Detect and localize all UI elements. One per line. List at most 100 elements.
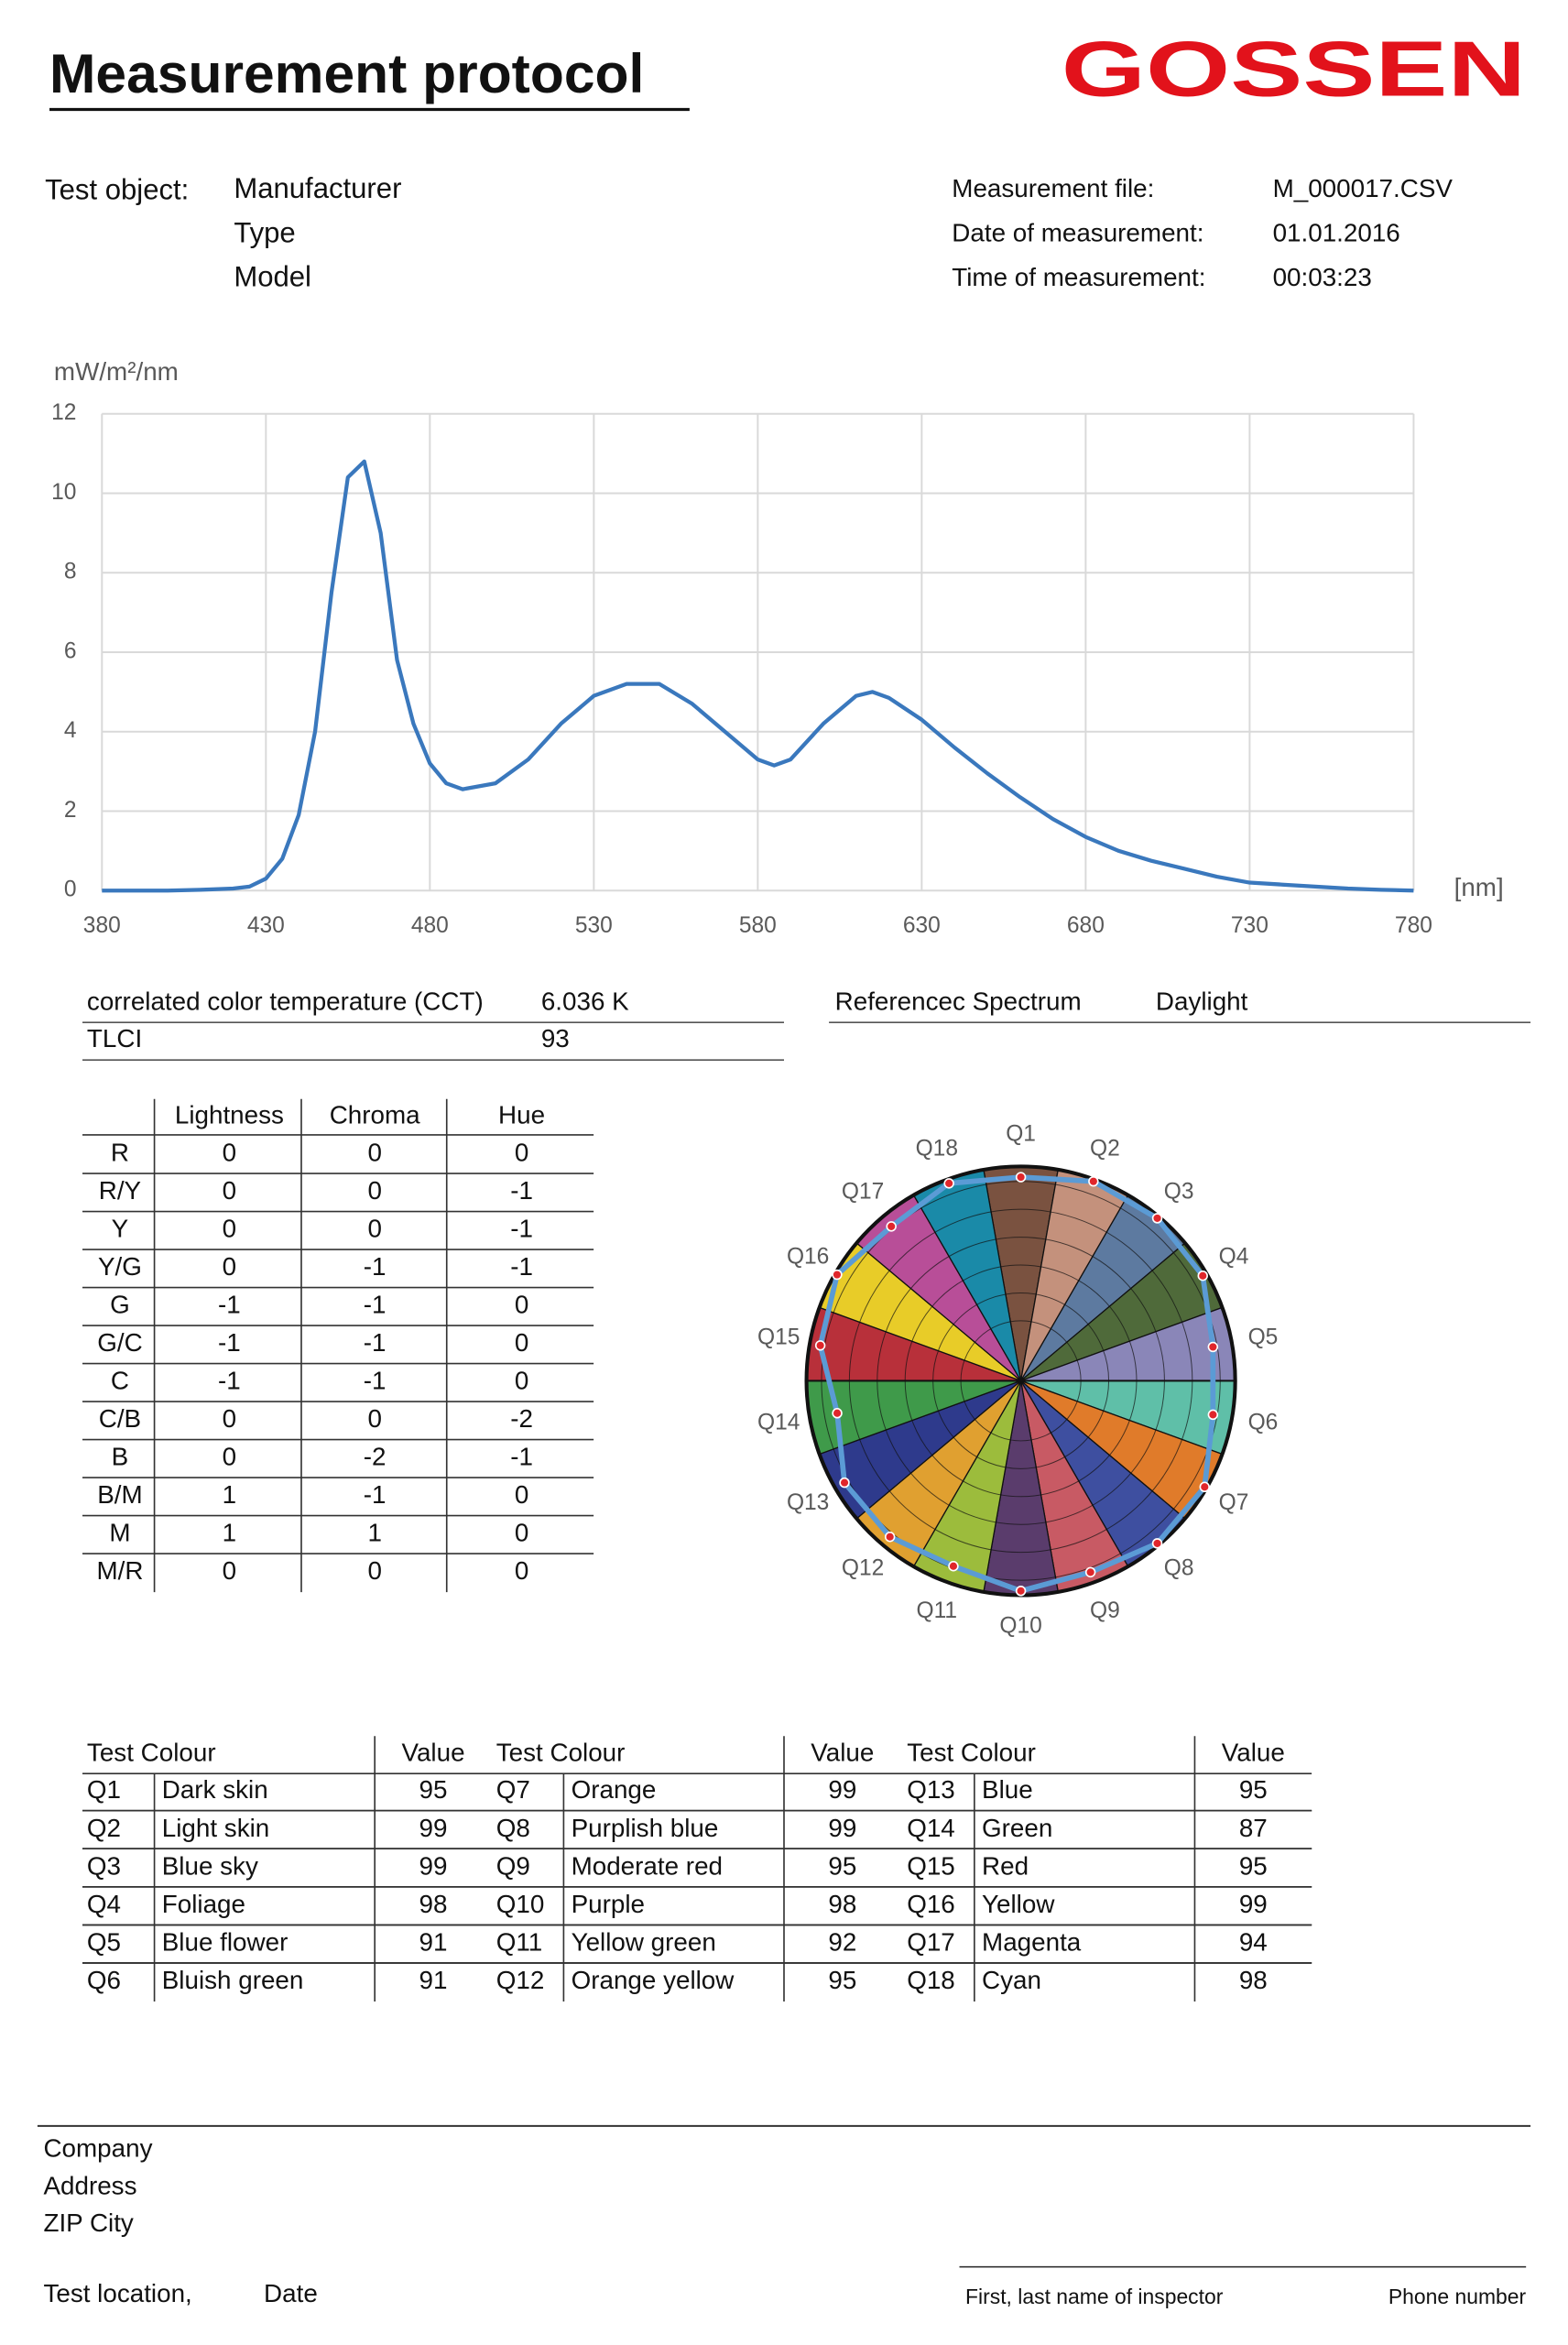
- table-cell: -1: [510, 1252, 533, 1281]
- x-axis-label: [nm]: [1454, 873, 1504, 901]
- table-cell: 0: [515, 1291, 528, 1319]
- row-label: G: [110, 1291, 130, 1319]
- colour-name: Orange: [572, 1775, 657, 1804]
- table-cell: -1: [510, 1176, 533, 1205]
- measurement-value: 01.01.2016: [1273, 218, 1400, 246]
- q-code: Q9: [496, 1851, 530, 1880]
- y-tick-label: 2: [64, 798, 77, 823]
- table-header: Value: [811, 1738, 874, 1766]
- table-cell: 95: [828, 1851, 856, 1880]
- summary-value: 6.036 K: [541, 987, 629, 1015]
- colour-name: Yellow: [982, 1890, 1055, 1918]
- sector-label: Q13: [787, 1490, 829, 1515]
- sector-label: Q4: [1219, 1245, 1249, 1270]
- colour-name: Green: [982, 1814, 1052, 1842]
- sector-label: Q16: [787, 1245, 829, 1270]
- sector-label: Q2: [1090, 1137, 1120, 1162]
- table-cell: 94: [1239, 1928, 1268, 1957]
- row-label: G/C: [97, 1328, 142, 1357]
- table-cell: 99: [419, 1814, 448, 1842]
- address-line: ZIP City: [43, 2209, 133, 2237]
- table-cell: 0: [223, 1404, 236, 1433]
- table-cell: 1: [223, 1480, 236, 1509]
- measurement-value: M_000017.CSV: [1273, 174, 1454, 202]
- y-tick-label: 6: [64, 638, 77, 663]
- tlci-point: [884, 1532, 896, 1543]
- tlci-point: [886, 1221, 897, 1232]
- table-cell: 0: [223, 1176, 236, 1205]
- logo: GOSSEN: [1062, 26, 1526, 113]
- table-cell: -1: [218, 1367, 241, 1395]
- colour-name: Purple: [572, 1890, 645, 1918]
- table-cell: -2: [510, 1404, 533, 1433]
- test-object-line: Type: [234, 216, 295, 248]
- tlci-point: [1197, 1270, 1208, 1282]
- x-tick-label: 580: [739, 913, 777, 938]
- q-code: Q4: [87, 1890, 121, 1918]
- row-label: M: [109, 1519, 130, 1547]
- table-cell: -1: [510, 1215, 533, 1243]
- q-code: Q7: [496, 1775, 530, 1804]
- colour-name: Blue flower: [162, 1928, 289, 1957]
- colour-name: Blue: [982, 1775, 1033, 1804]
- table-cell: 0: [223, 1215, 236, 1243]
- row-label: B/M: [97, 1480, 142, 1509]
- test-object-label: Test object:: [45, 174, 189, 206]
- row-label: R: [111, 1139, 129, 1167]
- table-cell: -1: [364, 1480, 387, 1509]
- table-cell: 0: [223, 1139, 236, 1167]
- sector-label: Q9: [1090, 1598, 1120, 1623]
- table-cell: 0: [223, 1443, 236, 1471]
- tlci-point: [832, 1408, 843, 1419]
- x-tick-label: 630: [903, 913, 941, 938]
- y-tick-label: 8: [64, 560, 77, 584]
- row-label: M/R: [96, 1556, 143, 1585]
- table-cell: -1: [218, 1291, 241, 1319]
- summary-label: TLCI: [87, 1024, 142, 1053]
- row-label: Y: [112, 1215, 129, 1243]
- table-cell: 0: [367, 1139, 381, 1167]
- x-tick-label: 730: [1231, 913, 1269, 938]
- x-tick-label: 380: [83, 913, 121, 938]
- x-tick-label: 530: [575, 913, 613, 938]
- q-code: Q8: [496, 1814, 530, 1842]
- colour-name: Orange yellow: [572, 1966, 735, 1994]
- table-cell: 95: [828, 1966, 856, 1994]
- tlci-point: [1015, 1586, 1027, 1597]
- table-cell: -2: [364, 1443, 387, 1471]
- q-code: Q12: [496, 1966, 545, 1994]
- table-cell: -1: [364, 1367, 387, 1395]
- table-cell: 91: [419, 1928, 448, 1957]
- tlci-point: [1015, 1172, 1027, 1183]
- test-object-line: Model: [234, 261, 311, 293]
- sector-label: Q6: [1248, 1411, 1279, 1435]
- q-code: Q17: [907, 1928, 955, 1957]
- sector-label: Q3: [1164, 1179, 1194, 1204]
- q-code: Q10: [496, 1890, 545, 1918]
- table-cell: 0: [367, 1404, 381, 1433]
- reference-value: Daylight: [1156, 987, 1248, 1015]
- date: Date: [264, 2279, 318, 2307]
- colour-name: Light skin: [162, 1814, 270, 1842]
- inspector: First, last name of inspector: [965, 2285, 1224, 2308]
- table-cell: 0: [515, 1367, 528, 1395]
- table-cell: 95: [1239, 1851, 1268, 1880]
- tlci-point: [839, 1477, 850, 1489]
- summary-value: 93: [541, 1024, 570, 1053]
- row-label: C: [111, 1367, 129, 1395]
- table-cell: 0: [367, 1556, 381, 1585]
- tlci-point: [1151, 1538, 1163, 1549]
- q-code: Q14: [907, 1814, 955, 1842]
- q-code: Q2: [87, 1814, 121, 1842]
- table-cell: 0: [223, 1556, 236, 1585]
- q-code: Q11: [496, 1928, 543, 1957]
- table-header: Chroma: [330, 1101, 420, 1129]
- x-tick-label: 680: [1067, 913, 1105, 938]
- tlci-point: [814, 1340, 826, 1351]
- table-header: Value: [401, 1738, 464, 1766]
- colour-name: Moderate red: [572, 1851, 723, 1880]
- tlci-point: [1207, 1409, 1219, 1421]
- table-cell: 1: [223, 1519, 236, 1547]
